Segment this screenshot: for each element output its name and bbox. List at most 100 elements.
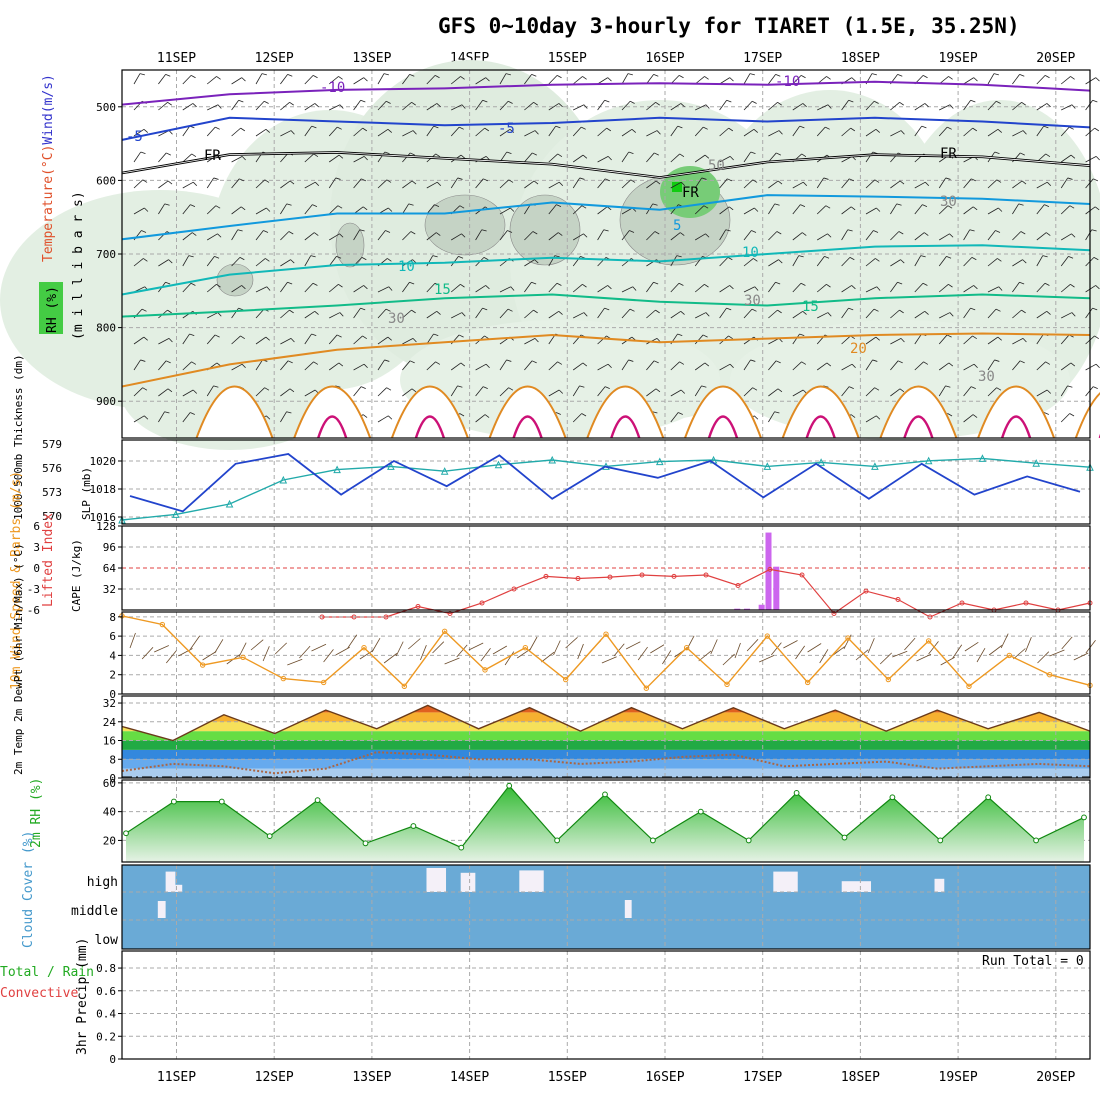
wind-barb-flag xyxy=(925,181,930,187)
wind-barb xyxy=(524,130,536,137)
wind-barb-flag xyxy=(165,74,171,77)
wind-speed-marker xyxy=(199,662,206,668)
tick-label: 900 xyxy=(96,395,116,408)
contour-label: FR xyxy=(940,146,957,162)
wind-barb-flag xyxy=(433,125,439,129)
surface-barb xyxy=(734,642,741,659)
wind-barbs xyxy=(133,73,1100,423)
wind-barb xyxy=(182,125,191,137)
wind-speed-marker xyxy=(643,685,650,691)
wind-barb-flag xyxy=(582,154,588,159)
wind-barb xyxy=(987,336,999,345)
wind-barb xyxy=(353,100,361,111)
precip-panel: 0 0.2 0.4 0.6 0.8 Total / Rain Convective 3h… xyxy=(0,938,1091,1066)
wind-barb-flag xyxy=(193,181,198,187)
wind-barb xyxy=(914,181,926,189)
wind-barb-flag xyxy=(826,76,831,80)
wind-barb xyxy=(621,179,632,189)
wind-barb xyxy=(255,387,265,397)
wind-barb-flag xyxy=(995,308,1001,312)
thickness-marker xyxy=(978,454,987,462)
contour-label: 15 xyxy=(802,299,819,315)
wind-barb xyxy=(206,334,216,345)
tick-label: 40 xyxy=(103,806,116,819)
wind-barb xyxy=(914,333,922,345)
wind-barb-flag xyxy=(265,258,270,262)
rh-marker xyxy=(602,791,608,798)
cape-bar xyxy=(744,608,751,610)
wind-barb xyxy=(841,363,853,371)
surface-barb xyxy=(323,649,334,663)
wind-barb xyxy=(768,231,778,241)
wind-barb-flag xyxy=(190,75,196,79)
wind-barb-flag xyxy=(436,103,441,108)
wind-speed-marker xyxy=(280,675,287,682)
wind-barb-flag xyxy=(1043,125,1049,129)
tick-label: 0 xyxy=(109,688,116,701)
wind-barb xyxy=(963,386,972,397)
surface-barb xyxy=(129,632,136,649)
wind-barb-flag xyxy=(1092,386,1098,390)
wind-barb-flag xyxy=(336,334,342,338)
surface-barb xyxy=(274,642,287,655)
slp-ticks: 570 573 576 579 1016 1018 1020 xyxy=(42,438,122,524)
surface-barb xyxy=(444,657,460,665)
wind-barb-flag xyxy=(1045,153,1051,157)
wind-barb-flag xyxy=(920,255,926,258)
wind-barb-flag xyxy=(754,415,759,420)
wind-barb xyxy=(499,286,511,293)
wind-barb-flag xyxy=(1070,283,1075,288)
wind-barb-flag xyxy=(948,362,954,367)
wind-barb xyxy=(426,232,437,241)
wind-barb-flag xyxy=(873,230,879,233)
temperature-band xyxy=(122,768,1090,778)
wind-barb-flag xyxy=(656,130,661,135)
wind-barb-flag xyxy=(1094,335,1099,339)
wind-barb-flag xyxy=(383,73,389,76)
wind-barb-flag xyxy=(972,414,978,418)
wind-barb-flag xyxy=(774,203,780,206)
wind-barb-flag xyxy=(191,153,197,157)
wind-barb xyxy=(670,412,679,423)
surface-barb xyxy=(650,644,665,654)
wind-barb-flag xyxy=(531,281,537,285)
wind-barb-flag xyxy=(776,231,782,235)
wind-barb-flag xyxy=(726,99,732,103)
surface-barb xyxy=(238,642,247,658)
wind-barb-flag xyxy=(287,360,293,364)
diurnal-arc xyxy=(293,385,372,439)
wind-barb xyxy=(817,104,829,111)
wind-barb xyxy=(963,285,974,293)
wind-barb xyxy=(426,282,436,293)
wind-barb xyxy=(524,259,535,267)
wind-barb xyxy=(768,259,779,267)
wind-barb xyxy=(548,204,557,215)
wind-barb-flag xyxy=(704,283,709,288)
wind-barb-flag xyxy=(362,127,368,132)
wind-barb xyxy=(768,388,779,397)
wind-barb-flag xyxy=(922,204,928,208)
wind-barb-flag xyxy=(168,259,173,264)
wind-barb-flag xyxy=(945,177,951,180)
wind-barb xyxy=(280,74,288,85)
wind-barb xyxy=(694,334,704,345)
temperature-ylabel: 2m Temp 2m DewPt (6hr Min/Max) (°C) xyxy=(12,543,25,775)
cloud-level-middle: middle xyxy=(71,904,118,919)
wind-barb xyxy=(133,207,145,215)
wind-barb-flag xyxy=(335,177,341,180)
wind-barb xyxy=(719,206,730,215)
wind-barb-flag xyxy=(310,255,316,258)
thickness-marker xyxy=(225,499,234,508)
wind-barb-flag xyxy=(533,180,539,185)
wind-barb xyxy=(1036,103,1048,111)
top-date-labels: 11SEP 12SEP 13SEP 14SEP 15SEP 16SEP 17SEP 18SEP… xyxy=(157,51,1076,66)
wind-barb xyxy=(597,307,605,319)
wind-ylabel: 10m Wind Speed & Barbs (m/s) xyxy=(9,471,24,690)
li-ylabel: Lifted Index xyxy=(41,513,56,607)
wind-barb xyxy=(231,127,241,137)
wind-barb xyxy=(719,127,729,137)
slp-grid xyxy=(122,440,1090,524)
date-label-bottom: 16SEP xyxy=(645,1070,684,1085)
wind-barb xyxy=(1060,154,1072,163)
wind-barb-flag xyxy=(384,151,390,155)
